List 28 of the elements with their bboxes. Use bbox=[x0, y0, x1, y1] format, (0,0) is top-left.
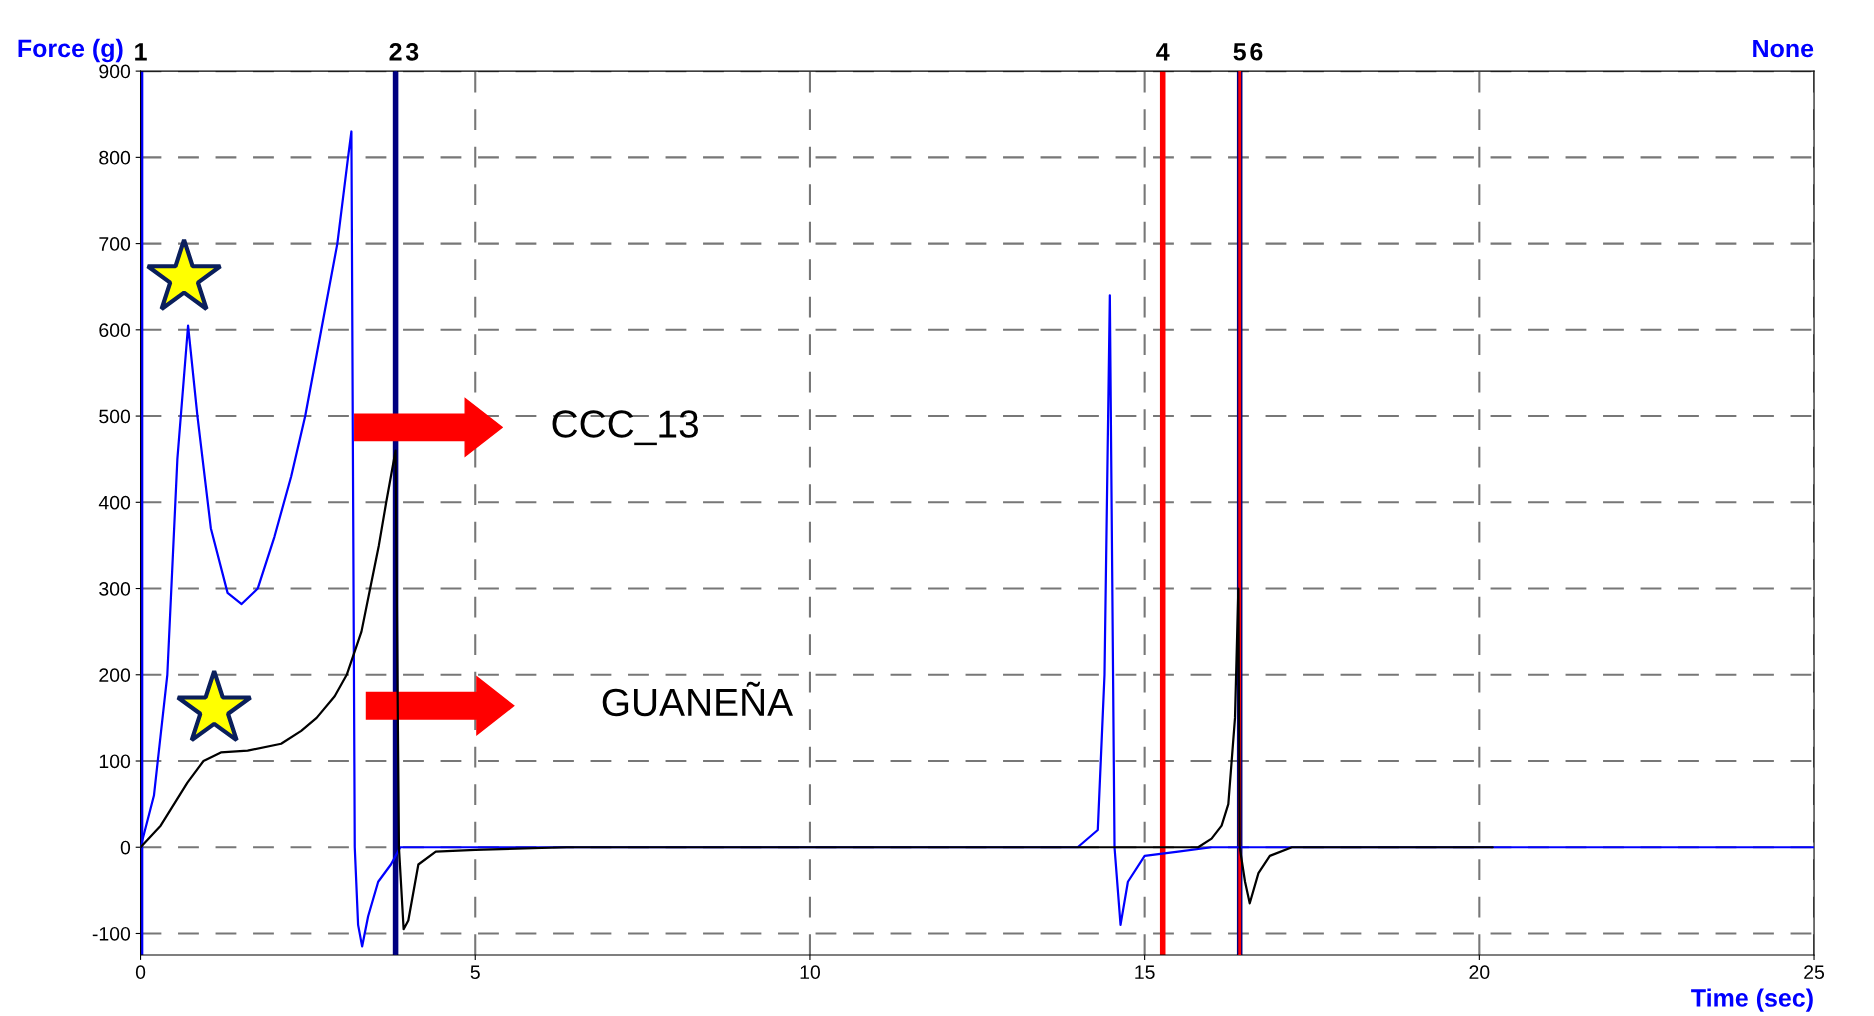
y-tick-label: 800 bbox=[99, 150, 131, 165]
y-tick-label: 700 bbox=[99, 237, 131, 251]
x-tick-label: 25 bbox=[1804, 965, 1825, 980]
y-tick-label: 300 bbox=[99, 582, 131, 596]
x-tick-label: 5 bbox=[470, 965, 480, 980]
annotation: 2 bbox=[389, 42, 402, 61]
annotation: 6 bbox=[1250, 42, 1263, 61]
y-axis-title: Force (g) bbox=[18, 38, 123, 63]
y-tick-label: 400 bbox=[98, 495, 131, 510]
x-axis-title: Time (sec) bbox=[1691, 988, 1813, 1012]
x-tick-label: 15 bbox=[1135, 965, 1155, 980]
annotation: 3 bbox=[405, 42, 419, 61]
x-tick-label: 10 bbox=[800, 965, 820, 980]
y-tick-label: 0 bbox=[120, 840, 131, 855]
annotation: 4 bbox=[1156, 43, 1170, 61]
x-tick-label: 0 bbox=[135, 965, 146, 980]
x-tick-label: 20 bbox=[1469, 965, 1490, 980]
annotation: GUANEÑA bbox=[602, 681, 793, 717]
y-tick-label: 100 bbox=[99, 754, 131, 769]
annotation: CCC_13 bbox=[552, 410, 698, 446]
y-tick-label: 900 bbox=[99, 64, 131, 79]
y-tick-label: -100 bbox=[92, 926, 131, 941]
annotation: 1 bbox=[135, 43, 147, 61]
y-tick-label: 200 bbox=[99, 668, 131, 683]
annotation: 5 bbox=[1233, 43, 1246, 61]
y-tick-label: 600 bbox=[99, 323, 131, 338]
y-tick-label: 500 bbox=[99, 409, 131, 424]
y2-axis-title: None bbox=[1753, 39, 1814, 58]
